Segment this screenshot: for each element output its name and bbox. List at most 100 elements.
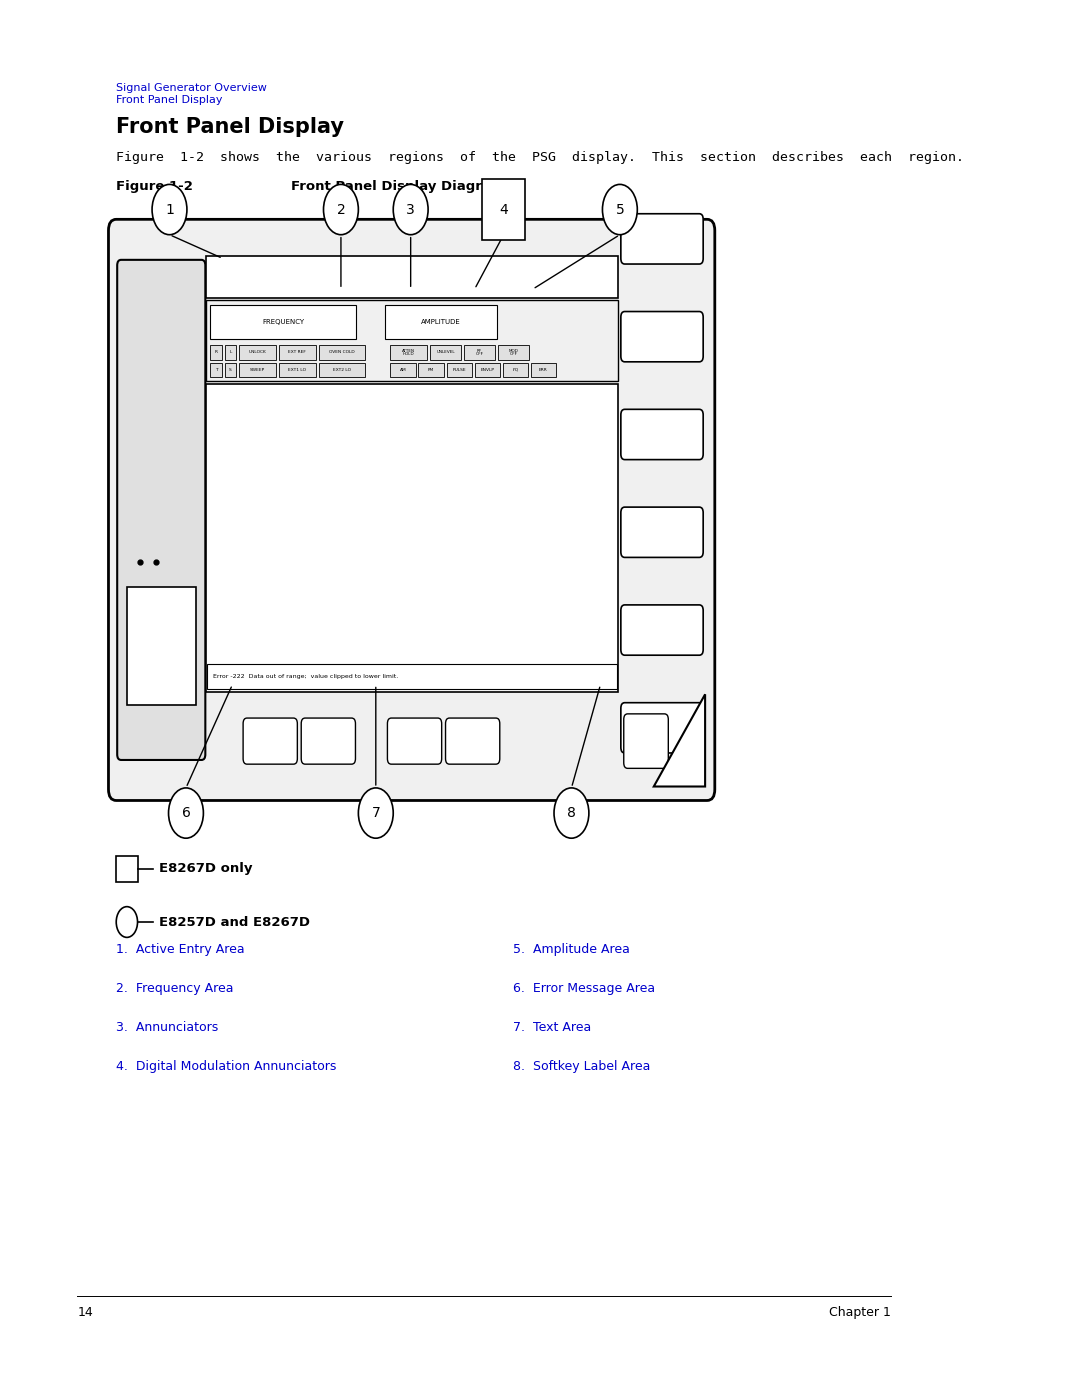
- Text: EXT1 LO: EXT1 LO: [288, 367, 307, 372]
- FancyBboxPatch shape: [621, 312, 703, 362]
- FancyBboxPatch shape: [240, 363, 276, 377]
- Text: 5.  Amplitude Area: 5. Amplitude Area: [513, 943, 631, 956]
- FancyBboxPatch shape: [474, 363, 500, 377]
- FancyBboxPatch shape: [206, 384, 618, 692]
- Text: 3: 3: [406, 203, 415, 217]
- FancyBboxPatch shape: [388, 718, 442, 764]
- FancyBboxPatch shape: [319, 345, 365, 360]
- FancyBboxPatch shape: [621, 605, 703, 655]
- FancyBboxPatch shape: [390, 345, 427, 360]
- Text: Front Panel Display Diagram: Front Panel Display Diagram: [291, 180, 504, 193]
- Text: Front Panel Display: Front Panel Display: [117, 95, 222, 105]
- Circle shape: [152, 184, 187, 235]
- FancyBboxPatch shape: [207, 664, 617, 689]
- Text: Figure  1-2  shows  the  various  regions  of  the  PSG  display.  This  section: Figure 1-2 shows the various regions of …: [117, 151, 964, 163]
- Text: E8267D only: E8267D only: [159, 862, 253, 876]
- Text: E8257D and E8267D: E8257D and E8267D: [159, 915, 310, 929]
- Text: AMPLITUDE: AMPLITUDE: [421, 319, 461, 326]
- FancyBboxPatch shape: [108, 219, 715, 800]
- Circle shape: [393, 184, 428, 235]
- Text: S: S: [229, 367, 232, 372]
- Text: 7.  Text Area: 7. Text Area: [513, 1021, 592, 1034]
- FancyBboxPatch shape: [279, 345, 315, 360]
- Text: R: R: [215, 351, 217, 355]
- FancyBboxPatch shape: [621, 507, 703, 557]
- FancyBboxPatch shape: [279, 363, 315, 377]
- Text: Figure 1-2: Figure 1-2: [117, 180, 193, 193]
- Circle shape: [324, 184, 359, 235]
- Text: EXT2 LO: EXT2 LO: [333, 367, 351, 372]
- Text: PULSE: PULSE: [453, 367, 465, 372]
- FancyBboxPatch shape: [498, 345, 529, 360]
- FancyBboxPatch shape: [118, 260, 205, 760]
- Text: ERR: ERR: [539, 367, 548, 372]
- Text: FM: FM: [428, 367, 434, 372]
- Text: ATTEN
HOLD: ATTEN HOLD: [402, 349, 415, 356]
- Text: UNLOCK: UNLOCK: [248, 351, 267, 355]
- Text: 8.  Softkey Label Area: 8. Softkey Label Area: [513, 1060, 651, 1073]
- Text: MOD
OFF: MOD OFF: [509, 349, 518, 356]
- Text: 14: 14: [78, 1306, 93, 1319]
- Text: 6: 6: [181, 806, 190, 820]
- FancyBboxPatch shape: [225, 345, 237, 360]
- Text: L: L: [229, 351, 232, 355]
- Text: ENVLP: ENVLP: [481, 367, 495, 372]
- FancyBboxPatch shape: [502, 363, 528, 377]
- FancyBboxPatch shape: [301, 718, 355, 764]
- FancyBboxPatch shape: [418, 363, 444, 377]
- FancyBboxPatch shape: [621, 703, 703, 753]
- FancyBboxPatch shape: [430, 345, 461, 360]
- FancyBboxPatch shape: [211, 305, 356, 339]
- FancyBboxPatch shape: [621, 409, 703, 460]
- Text: 2.  Frequency Area: 2. Frequency Area: [117, 982, 233, 995]
- Text: EXT REF: EXT REF: [288, 351, 307, 355]
- Text: Error -222  Data out of range;  value clipped to lower limit.: Error -222 Data out of range; value clip…: [213, 673, 399, 679]
- Circle shape: [117, 907, 137, 937]
- Text: 7: 7: [372, 806, 380, 820]
- Text: I/Q: I/Q: [512, 367, 518, 372]
- Text: 8: 8: [567, 806, 576, 820]
- FancyBboxPatch shape: [211, 345, 221, 360]
- FancyBboxPatch shape: [206, 256, 618, 298]
- Text: Signal Generator Overview: Signal Generator Overview: [117, 82, 267, 92]
- Text: 4: 4: [499, 203, 508, 217]
- Text: T: T: [215, 367, 217, 372]
- FancyBboxPatch shape: [386, 305, 497, 339]
- FancyBboxPatch shape: [319, 363, 365, 377]
- Circle shape: [603, 184, 637, 235]
- FancyBboxPatch shape: [530, 363, 556, 377]
- FancyBboxPatch shape: [624, 714, 669, 768]
- Polygon shape: [653, 694, 705, 787]
- Text: OVEN COLD: OVEN COLD: [329, 351, 354, 355]
- Circle shape: [359, 788, 393, 838]
- Text: AM: AM: [400, 367, 406, 372]
- FancyBboxPatch shape: [117, 856, 137, 882]
- Text: 5: 5: [616, 203, 624, 217]
- FancyBboxPatch shape: [206, 300, 618, 381]
- Text: 1.  Active Entry Area: 1. Active Entry Area: [117, 943, 245, 956]
- FancyBboxPatch shape: [621, 214, 703, 264]
- FancyBboxPatch shape: [240, 345, 276, 360]
- Text: 3.  Annunciators: 3. Annunciators: [117, 1021, 218, 1034]
- Text: SWEEP: SWEEP: [249, 367, 266, 372]
- Circle shape: [554, 788, 589, 838]
- Text: 6.  Error Message Area: 6. Error Message Area: [513, 982, 656, 995]
- FancyBboxPatch shape: [483, 179, 525, 240]
- Text: RF
OFF: RF OFF: [475, 349, 484, 356]
- Text: 1: 1: [165, 203, 174, 217]
- Text: Chapter 1: Chapter 1: [829, 1306, 891, 1319]
- FancyBboxPatch shape: [446, 363, 472, 377]
- FancyBboxPatch shape: [126, 587, 195, 705]
- FancyBboxPatch shape: [225, 363, 237, 377]
- FancyBboxPatch shape: [211, 363, 221, 377]
- FancyBboxPatch shape: [390, 363, 416, 377]
- Text: Front Panel Display: Front Panel Display: [117, 117, 345, 137]
- FancyBboxPatch shape: [243, 718, 297, 764]
- Text: 2: 2: [337, 203, 346, 217]
- FancyBboxPatch shape: [464, 345, 495, 360]
- Text: UNLEVEL: UNLEVEL: [436, 351, 455, 355]
- Circle shape: [168, 788, 203, 838]
- FancyBboxPatch shape: [446, 718, 500, 764]
- Text: FREQUENCY: FREQUENCY: [262, 319, 305, 326]
- Text: 4.  Digital Modulation Annunciators: 4. Digital Modulation Annunciators: [117, 1060, 337, 1073]
